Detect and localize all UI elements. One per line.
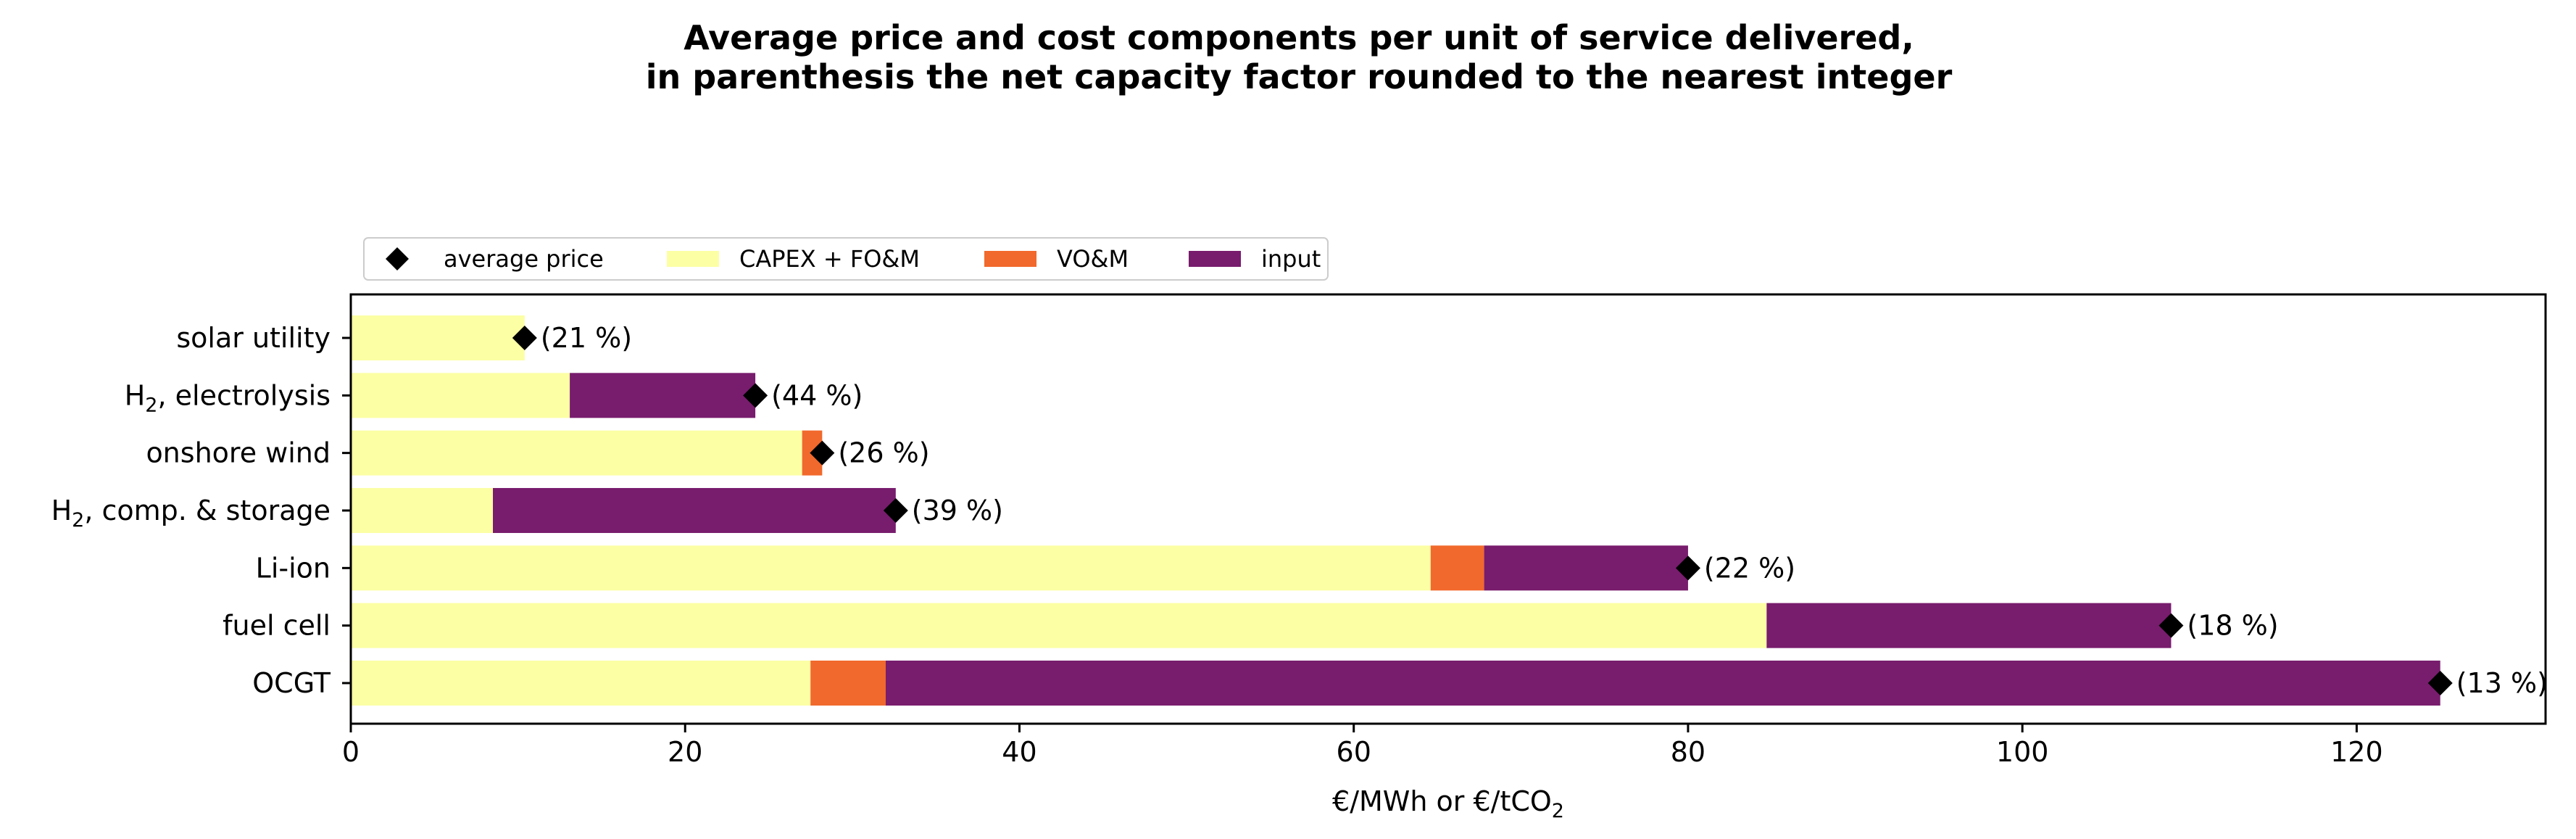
bar-capex-fo-m-6	[351, 660, 811, 706]
bar-input-1	[570, 373, 756, 418]
legend-frame	[363, 237, 1329, 281]
chart-title-line-2: in parenthesis the net capacity factor r…	[646, 57, 1953, 96]
bar-input-3	[493, 487, 896, 533]
bar-vo-m-6	[810, 660, 886, 706]
x-tick-label: 0	[342, 736, 360, 768]
average-price-marker-4	[1675, 555, 1700, 581]
y-tick-label-3: H2, comp. & storage	[51, 495, 331, 532]
y-tick-label-0: solar utility	[176, 322, 331, 354]
x-axis-ticks: 0 20 40 60 80 100 120	[342, 724, 2383, 768]
capacity-factor-label-1: (44 %)	[771, 379, 863, 411]
average-price-marker-6	[2427, 670, 2453, 695]
capacity-factor-label-0: (21 %)	[541, 322, 632, 354]
x-tick-label: 40	[1002, 736, 1036, 768]
x-tick-label: 120	[2330, 736, 2383, 768]
capacity-factor-label-6: (13 %)	[2456, 667, 2548, 699]
capacity-factor-label-5: (18 %)	[2187, 610, 2278, 642]
bar-capex-fo-m-1	[351, 373, 570, 418]
bars	[351, 315, 2440, 706]
y-tick-label-2: onshore wind	[146, 437, 331, 469]
legend-swatch-vo-m	[984, 251, 1036, 267]
x-tick-label: 20	[668, 736, 702, 768]
legend-label-input: input	[1261, 245, 1321, 273]
average-price-marker-1	[743, 383, 768, 408]
legend-label-capex-fo-m: CAPEX + FO&M	[739, 245, 920, 273]
x-axis-label: €/MWh or €/tCO2	[1332, 785, 1564, 822]
bar-capex-fo-m-2	[351, 430, 802, 476]
legend-label-vo-m: VO&M	[1057, 245, 1129, 273]
bar-capex-fo-m-5	[351, 603, 1767, 648]
bar-input-6	[885, 660, 2440, 706]
average-price-marker-3	[883, 497, 908, 523]
chart-title-line-1: Average price and cost components per un…	[684, 18, 1914, 57]
bar-capex-fo-m-4	[351, 545, 1431, 591]
x-tick-label: 100	[1996, 736, 2049, 768]
y-axis-ticks: solar utility H2, electrolysis onshore win…	[51, 322, 351, 699]
y-tick-label-5: fuel cell	[223, 610, 331, 642]
x-tick-label: 80	[1671, 736, 1705, 768]
y-tick-label-1: H2, electrolysis	[125, 379, 331, 416]
legend-swatch-capex-fo-m	[667, 251, 719, 267]
legend-swatch-input	[1189, 251, 1241, 267]
y-tick-label-6: OCGT	[252, 667, 331, 699]
y-tick-label-4: Li-ion	[256, 552, 331, 584]
average-price-markers	[512, 326, 2453, 695]
capacity-factor-label-2: (26 %)	[838, 437, 929, 469]
average-price-marker-5	[2159, 613, 2184, 638]
legend: average price CAPEX + FO&M VO&M input	[363, 237, 1329, 281]
x-tick-label: 60	[1337, 736, 1371, 768]
legend-marker-average-price	[386, 247, 409, 270]
bar-capex-fo-m-0	[351, 315, 525, 360]
bar-vo-m-4	[1430, 545, 1484, 591]
legend-label-average-price: average price	[444, 245, 604, 273]
bar-input-4	[1484, 545, 1688, 591]
average-price-marker-2	[810, 440, 835, 466]
plot-frame	[349, 293, 2547, 725]
bar-capex-fo-m-3	[351, 487, 494, 533]
average-price-marker-0	[512, 326, 537, 350]
bar-input-5	[1766, 603, 2172, 648]
capacity-factor-label-3: (39 %)	[912, 495, 1003, 526]
capacity-factor-labels: (21 %) (44 %) (26 %) (39 %) (22 %) (18 %) (13 …	[541, 322, 2548, 699]
capacity-factor-label-4: (22 %)	[1704, 552, 1795, 584]
